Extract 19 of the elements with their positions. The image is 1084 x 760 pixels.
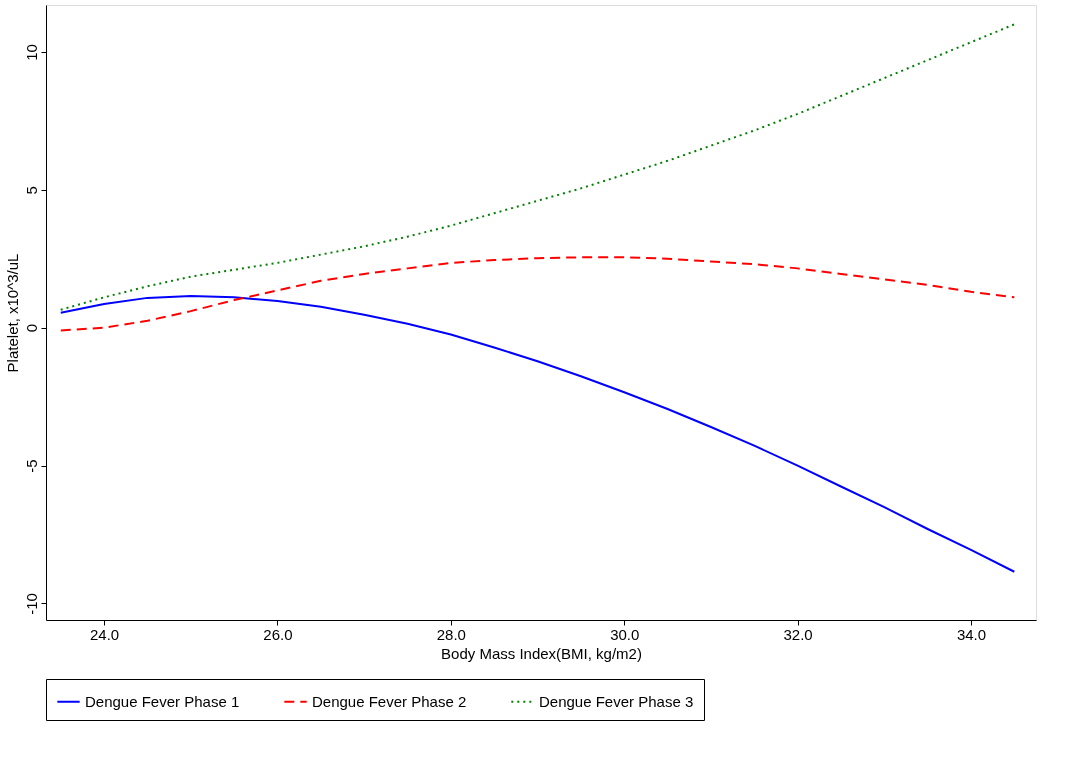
line-series	[59, 294, 1016, 573]
line-series	[59, 256, 1016, 332]
legend-label: Dengue Fever Phase 1	[85, 692, 240, 710]
line-series	[59, 23, 1016, 311]
x-tick-label: 30.0	[610, 625, 640, 643]
y-tick-label: 10	[22, 44, 40, 61]
x-tick-label: 34.0	[956, 625, 987, 643]
legend-label: Dengue Fever Phase 3	[539, 692, 694, 710]
legend-label: Dengue Fever Phase 2	[312, 692, 467, 710]
x-tick-label: 32.0	[783, 625, 813, 643]
y-tick-label: -10	[22, 593, 40, 615]
x-tick-label: 24.0	[89, 625, 120, 643]
x-tick-label: 26.0	[263, 625, 293, 643]
x-tick-label: 28.0	[436, 625, 466, 643]
y-axis-title: Platelet, x10^3/uL	[3, 253, 21, 373]
y-tick-label: -5	[22, 459, 40, 473]
y-tick-label: 5	[22, 186, 40, 195]
y-tick-label: 0	[22, 324, 40, 333]
x-axis-title: Body Mass Index(BMI, kg/m2)	[441, 644, 642, 662]
